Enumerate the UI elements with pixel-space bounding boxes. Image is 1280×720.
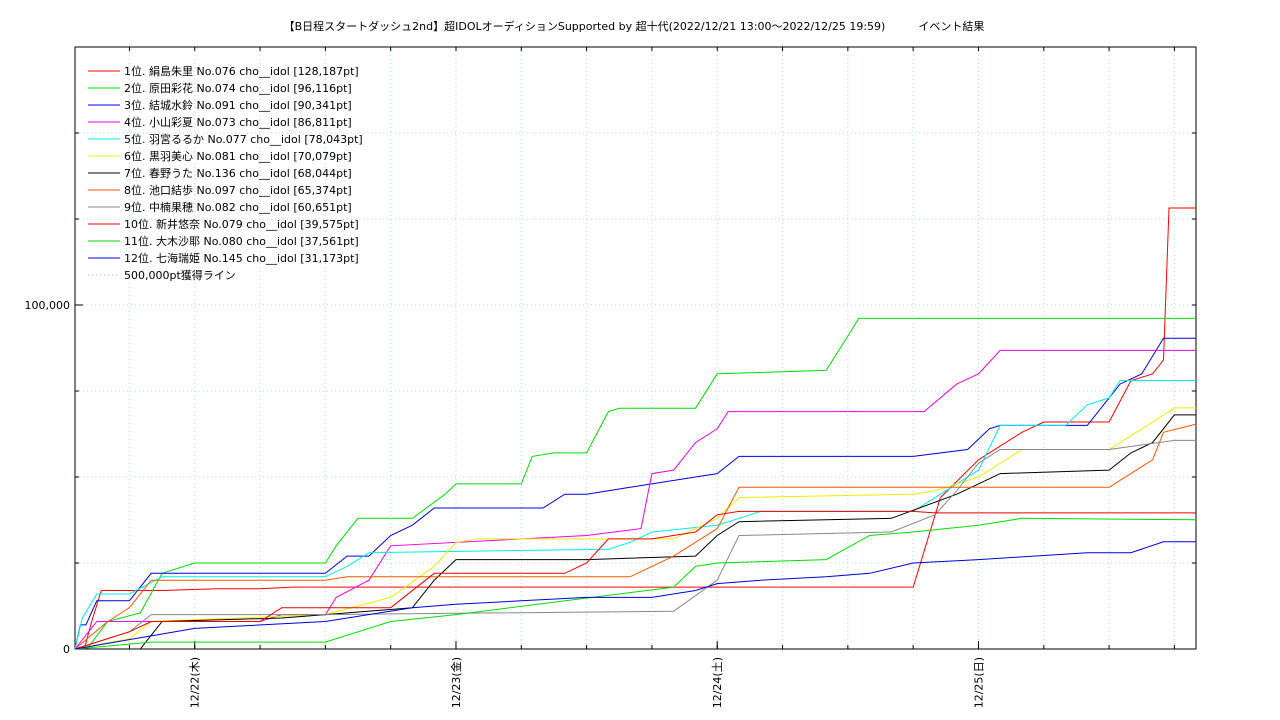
- legend-label: 10位. 新井悠奈 No.079 cho__idol [39,575pt]: [124, 217, 359, 231]
- series-line-7: [75, 414, 1196, 650]
- y-tick-label: 100,000: [25, 299, 71, 312]
- series-line-1: [83, 207, 1196, 650]
- legend-label: 7位. 春野うた No.136 cho__idol [68,044pt]: [124, 166, 352, 180]
- axes: 12/22(木) 12/23(金) 12/24(土) 12/25(日) 0 100,000: [25, 47, 1196, 708]
- legend-label: 4位. 小山彩夏 No.073 cho__idol [86,811pt]: [124, 115, 352, 129]
- series-line-3: [74, 337, 1196, 650]
- legend-label: 1位. 絹島朱里 No.076 cho__idol [128,187pt]: [124, 64, 359, 78]
- legend-label: 2位. 原田彩花 No.074 cho__idol [96,116pt]: [124, 81, 352, 95]
- series-line-12: [74, 541, 1196, 650]
- legend-label: 8位. 池口結歩 No.097 cho__idol [65,374pt]: [124, 183, 352, 197]
- series-layer: [74, 207, 1197, 650]
- series-line-10: [74, 510, 1196, 650]
- legend-label: 3位. 結城水鈴 No.091 cho__idol [90,341pt]: [124, 98, 352, 112]
- legend-label: 500,000pt獲得ライン: [124, 269, 236, 282]
- plot-frame: [74, 46, 1197, 650]
- x-tick-label: 12/25(日): [972, 657, 985, 708]
- legend-label: 5位. 羽宮るるか No.077 cho__idol [78,043pt]: [124, 132, 363, 146]
- x-tick-label: 12/22(木): [189, 657, 202, 708]
- series-line-11: [74, 517, 1197, 650]
- series-line-8: [74, 423, 1197, 650]
- series-line-5: [74, 380, 1196, 650]
- legend-label: 6位. 黒羽美心 No.081 cho__idol [70,079pt]: [124, 149, 352, 163]
- grid: [75, 47, 1196, 649]
- x-tick-label: 12/23(金): [449, 657, 463, 708]
- series-line-9: [74, 439, 1196, 650]
- legend-label: 12位. 七海瑞姫 No.145 cho__idol [31,173pt]: [124, 251, 359, 265]
- y-tick-label: 0: [63, 643, 70, 656]
- legend: 1位. 絹島朱里 No.076 cho__idol [128,187pt] 2位.…: [88, 64, 363, 282]
- series-line-6: [74, 407, 1196, 650]
- x-tick-label: 12/24(土): [711, 657, 724, 708]
- legend-label: 9位. 中楠果穂 No.082 cho__idol [60,651pt]: [124, 200, 352, 214]
- series-line-4: [74, 349, 1196, 650]
- legend-label: 11位. 大木沙耶 No.080 cho__idol [37,561pt]: [124, 234, 359, 248]
- series-line-2: [86, 317, 1196, 650]
- chart-title: 【B日程スタートダッシュ2nd】超IDOLオーディションSupported by…: [284, 19, 985, 33]
